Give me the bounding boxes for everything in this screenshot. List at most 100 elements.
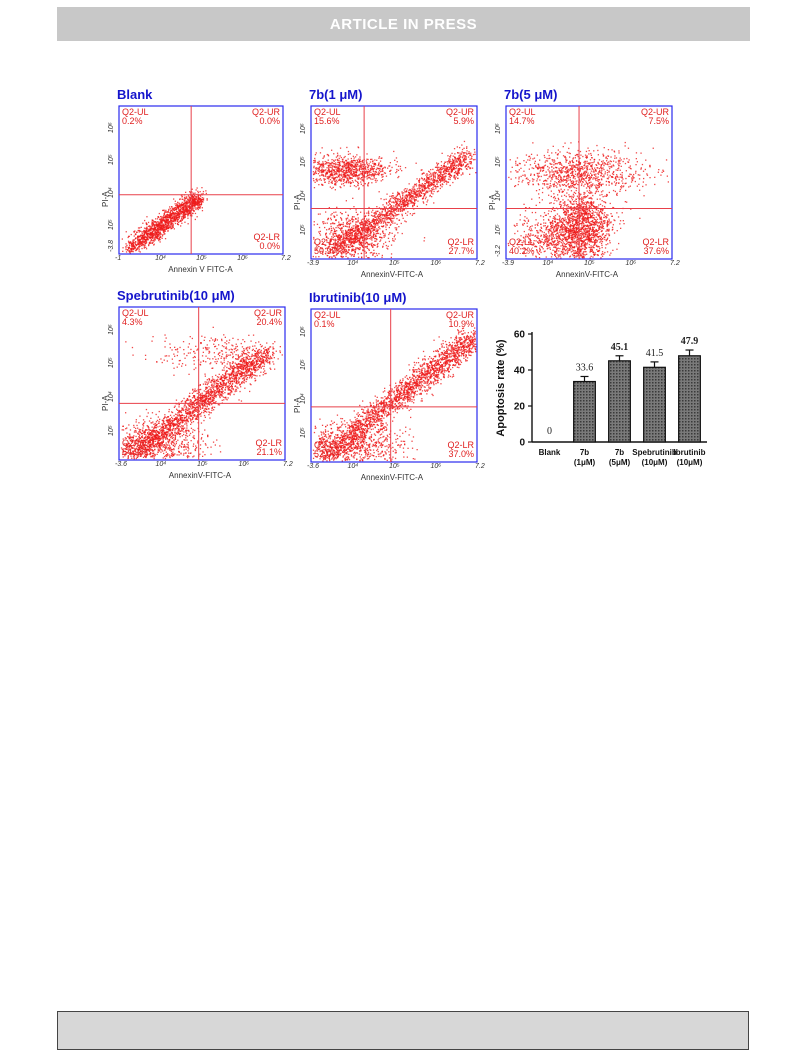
flow-panel-7b-1um: 7b(1 μM) Q2-UL 15.6% Q2-UR 5.9% Q2-LR 27.7%… [293, 87, 485, 287]
x-category-label: (10μM) [677, 458, 703, 467]
quadrant-lr-label: Q2-LR 37.6% [642, 237, 669, 256]
quadrant-ul-label: Q2-UL 0.1% [314, 310, 341, 329]
scatter-points [507, 141, 669, 259]
x-tick-min: -3.9 [307, 260, 320, 267]
y-tick-min: -3.8 [108, 239, 115, 252]
scatter-svg [310, 308, 478, 463]
y-axis-title: Apoptosis rate (%) [495, 339, 507, 437]
scatter-points [312, 140, 477, 259]
x-tick-max: 7.2 [475, 260, 485, 267]
panel-title: Ibrutinib(10 μM) [309, 290, 407, 305]
quadrant-ul-label: Q2-UL 15.6% [314, 107, 341, 126]
bar-value-label: 41.5 [646, 348, 664, 359]
quadrant-lr-label: Q2-LR 21.1% [255, 438, 282, 457]
plot-frame [310, 105, 478, 260]
y-tick-label: 10⁵ [300, 426, 307, 438]
x-axis-label: AnnexinV-FITC-A [555, 270, 619, 279]
x-axis-label: AnnexinV-FITC-A [360, 270, 424, 279]
apoptosis-bar-chart: Apoptosis rate (%) 0 20 40 60 0 Blank 33.6 7b (1μ… [490, 322, 720, 482]
bar [678, 355, 701, 443]
panel-title: 7b(1 μM) [309, 87, 363, 102]
x-axis-label: AnnexinV-FITC-A [360, 473, 424, 482]
y-tick-label: 10⁵ [108, 424, 115, 436]
x-tick-label: 10⁶ [238, 461, 250, 468]
y-tick-label: 10⁵ [108, 154, 115, 166]
y-tick-label: 10⁶ [495, 122, 502, 134]
flow-panel-7b-5um: 7b(5 μM) Q2-UL 14.7% Q2-UR 7.5% Q2-LR 37.6%… [488, 87, 680, 287]
y-tick-label: 10⁴ [108, 391, 115, 402]
y-tick-label: 10⁴ [495, 190, 502, 201]
y-tick-label: 10⁵ [108, 219, 115, 231]
plot-frame [118, 105, 284, 255]
panel-title: Spebrutinib(10 μM) [117, 288, 235, 303]
x-tick-label: 10⁵ [196, 255, 207, 262]
quadrant-ll-label: Q2-LL 40.2% [509, 237, 535, 256]
x-axis-label: Annexin V FITC-A [168, 265, 233, 274]
quadrant-ur-label: Q2-UR 0.0% [251, 107, 280, 126]
quadrant-ur-label: Q2-UR 20.4% [253, 308, 282, 327]
x-category-label: (5μM) [609, 458, 631, 467]
quadrant-ul-label: Q2-UL 14.7% [509, 107, 536, 126]
scatter-svg [118, 306, 286, 461]
quadrant-ul-label: Q2-UL 0.2% [122, 107, 149, 126]
y-tick-label: 10⁵ [300, 223, 307, 235]
flow-panel-blank: Blank Q2-UL 0.2% Q2-UR 0.0% Q2-LR 0.0% Annex… [101, 87, 291, 282]
article-in-press-banner: ARTICLE IN PRESS [57, 7, 750, 41]
y-tick-label: 10⁶ [300, 122, 307, 134]
bar-chart-svg: Apoptosis rate (%)02040600Blank33.67b(1μ… [495, 330, 707, 467]
x-tick-max: 7.2 [283, 461, 293, 468]
x-tick-max: 7.2 [670, 260, 680, 267]
quadrant-ll-label: Q2-LL 52.0% [314, 440, 340, 459]
x-tick-label: 10⁶ [430, 260, 442, 267]
x-tick-label: 10⁴ [347, 463, 359, 470]
plot-frame [505, 105, 673, 260]
bar-value-label: 33.6 [576, 362, 594, 373]
y-tick-label: 10⁴ [300, 393, 307, 404]
x-tick-label: 10⁶ [237, 255, 248, 262]
bar [643, 366, 666, 443]
plot-frame [310, 308, 478, 463]
x-tick-label: 10⁴ [347, 260, 359, 267]
x-tick-label: 10⁵ [389, 463, 400, 470]
x-tick-label: 10⁵ [584, 260, 595, 267]
y-tick-label: 10⁴ [300, 190, 307, 201]
footer-citation-box [57, 1011, 749, 1050]
scatter-svg [118, 105, 284, 255]
x-tick-label: 10⁴ [155, 461, 167, 468]
y-tick-label: 10⁶ [300, 325, 307, 337]
x-tick-max: 7.2 [281, 255, 291, 262]
quadrant-lr-label: Q2-LR 37.0% [447, 440, 474, 459]
x-tick-max: 7.2 [475, 463, 485, 470]
y-tick-label: 20 [514, 402, 526, 413]
quadrant-ur-label: Q2-UR 7.5% [640, 107, 669, 126]
x-tick-label: 10⁶ [625, 260, 637, 267]
x-tick-min: -3.6 [307, 463, 320, 470]
x-category-label: Ibrutinib [674, 448, 706, 457]
quadrant-ur-label: Q2-UR 5.9% [445, 107, 474, 126]
y-tick-label: 10⁵ [495, 156, 502, 168]
banner-text: ARTICLE IN PRESS [329, 16, 478, 33]
x-category-label: Blank [539, 448, 561, 457]
quadrant-lr-label: Q2-LR 0.0% [253, 232, 280, 251]
x-category-label: (10μM) [642, 458, 668, 467]
y-tick-label: 10⁶ [108, 323, 115, 335]
flow-panel-ibrutinib: Ibrutinib(10 μM) Q2-UL 0.1% Q2-UR 10.9% Q2-… [293, 290, 485, 490]
y-tick-label: 0 [519, 438, 525, 449]
x-category-label: Spebrutinib [632, 448, 677, 457]
quadrant-lr-label: Q2-LR 27.7% [447, 237, 474, 256]
scatter-points [120, 326, 283, 460]
y-tick-label: 40 [514, 366, 526, 377]
x-tick-label: 10⁵ [197, 461, 208, 468]
x-tick-label: 10⁴ [542, 260, 554, 267]
plot-frame [118, 306, 286, 461]
y-tick-label: 10⁶ [108, 121, 115, 133]
y-tick-min: -3.2 [495, 244, 502, 257]
quadrant-ll-label: Q2-LL 54.2% [122, 438, 148, 457]
x-tick-min: -3.6 [115, 461, 128, 468]
bar-value-label: 45.1 [611, 342, 629, 353]
y-tick-label: 60 [514, 330, 526, 341]
panel-title: 7b(5 μM) [504, 87, 558, 102]
y-tick-label: 10⁵ [495, 223, 502, 235]
quadrant-ur-label: Q2-UR 10.9% [445, 310, 474, 329]
x-tick-min: -3.9 [502, 260, 515, 267]
